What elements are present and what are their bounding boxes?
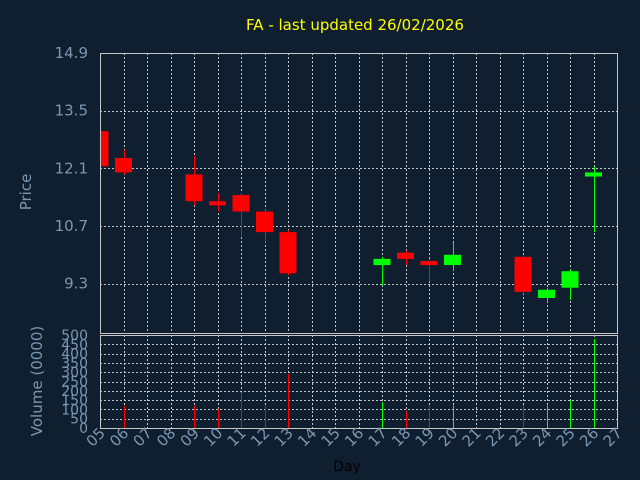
candle <box>585 166 602 233</box>
candle <box>561 269 579 301</box>
volume-tick-label: 200 <box>61 384 88 400</box>
volume-grid <box>100 335 618 429</box>
candle-body <box>209 201 226 206</box>
volume-tick-label: 100 <box>61 402 88 418</box>
candle-body <box>232 195 250 212</box>
volume-tick-label: 50 <box>70 412 88 428</box>
volume-tick-label: 0 <box>79 421 88 437</box>
price-tick-label: 14.9 <box>55 44 88 62</box>
candle <box>209 193 226 212</box>
volume-tick-label: 350 <box>61 356 88 372</box>
candle-body <box>100 131 109 167</box>
volume-bars <box>100 338 595 428</box>
candle <box>514 254 532 294</box>
x-axis-label: Day <box>333 459 361 475</box>
volume-tick-label: 450 <box>61 337 88 353</box>
candle <box>373 256 391 286</box>
price-tick-label: 9.3 <box>64 275 88 293</box>
candle <box>185 155 203 206</box>
x-ticks: 0506070809101112131415161718192021222324… <box>83 424 626 450</box>
candle <box>397 250 414 266</box>
volume-tick-label: 300 <box>61 365 88 381</box>
candle-body <box>585 172 602 177</box>
volume-tick-label: 250 <box>61 375 88 391</box>
candle <box>444 242 461 272</box>
candle <box>115 149 132 175</box>
price-tick-label: 13.5 <box>55 102 88 120</box>
candle <box>279 230 297 276</box>
candle-body <box>115 158 132 173</box>
volume-tick-label: 400 <box>61 347 88 363</box>
candle-body <box>373 258 391 266</box>
candle-body <box>256 211 273 233</box>
price-frame <box>100 53 618 334</box>
volume-axis-label: Volume (0000) <box>28 326 46 436</box>
candle <box>232 193 250 237</box>
candle <box>100 127 109 169</box>
candle-body <box>514 256 532 292</box>
volume-tick-label: 150 <box>61 393 88 409</box>
candle-body <box>185 174 203 202</box>
plot-frames <box>100 53 618 429</box>
price-ticks: 14.9 13.5 12.1 10.7 9.3 <box>55 44 88 293</box>
candle-body <box>279 232 297 274</box>
candle-body <box>397 252 414 259</box>
price-tick-label: 12.1 <box>55 159 88 177</box>
chart-title: FA - last updated 26/02/2026 <box>246 16 464 34</box>
candle-body <box>538 289 555 298</box>
candles <box>100 127 602 303</box>
candle-body <box>444 254 461 266</box>
price-axis-label: Price <box>17 174 35 211</box>
price-tick-label: 10.7 <box>55 217 88 235</box>
candle <box>256 209 273 243</box>
candle-body <box>561 271 579 288</box>
volume-tick-label: 500 <box>61 328 88 344</box>
candle <box>420 258 438 282</box>
candle <box>538 287 555 303</box>
volume-frame <box>100 335 618 429</box>
candle-body <box>420 260 438 266</box>
